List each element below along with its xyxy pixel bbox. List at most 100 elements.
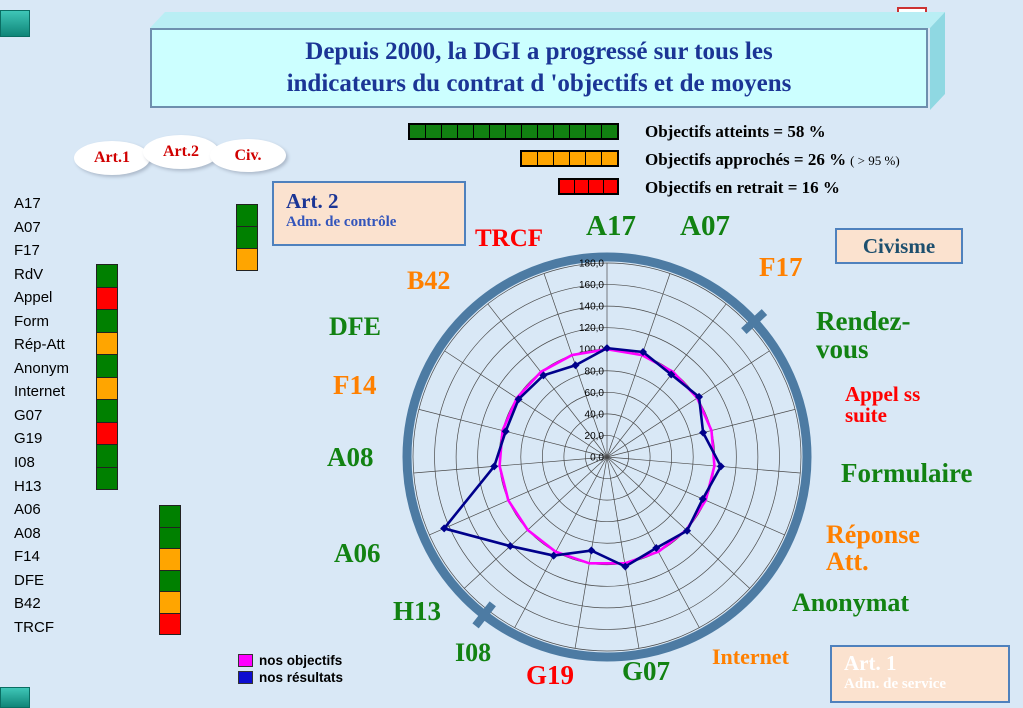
radar-spoke	[606, 273, 671, 458]
status-square-G07	[96, 399, 118, 423]
radar-axis-tick-label: 0,0	[590, 453, 604, 464]
radar-label-G19: G19	[526, 660, 575, 690]
radar-spoke	[464, 456, 608, 589]
oval-art1: Art.1	[74, 141, 150, 175]
indicator-list-item: G19	[14, 430, 43, 448]
radar-label-F14: F14	[333, 370, 377, 400]
title-box-top-face	[150, 12, 945, 28]
radar-outer-ring	[402, 252, 812, 662]
status-square-RdV	[96, 264, 118, 288]
radar-label-A17: A17	[586, 210, 636, 242]
radar-label-A07: A07	[680, 210, 730, 242]
radar-axis-tick-label: 160,0	[579, 280, 604, 291]
radar-spoke	[418, 409, 608, 458]
series-resultats-marker	[699, 428, 708, 437]
radar-spoke	[413, 456, 608, 474]
series-resultats-marker	[695, 392, 704, 401]
legend-bar-segment	[458, 125, 474, 138]
radar-spoke	[514, 456, 608, 628]
radar-label-G07: G07	[622, 656, 671, 686]
indicator-list-item: F14	[14, 548, 40, 566]
legend-bar-segment	[586, 125, 602, 138]
series-resultats-marker	[571, 361, 580, 370]
indicator-list-item: G07	[14, 406, 43, 424]
legend-bar-segment	[586, 152, 602, 165]
series-resultats-marker	[539, 371, 548, 380]
oval-art2: Art.2	[143, 135, 219, 169]
legend-bar-segment	[522, 125, 538, 138]
legend-bar-segment	[554, 125, 570, 138]
legend-bar-segment	[506, 125, 522, 138]
radar-axis-tick-label: 120,0	[579, 323, 604, 334]
status-square-H13	[96, 466, 118, 490]
series-resultats-marker	[667, 370, 676, 379]
radar-axis-tick-label: 140,0	[579, 302, 604, 313]
radar-spoke	[606, 456, 785, 536]
radar-spoke	[429, 456, 608, 536]
indicator-list-item: A07	[14, 218, 41, 236]
corner-bar-bottom-left	[0, 687, 30, 708]
oval-art2-label: Art.2	[163, 143, 199, 160]
legend-label-retrait: Objectifs en retrait = 16 %	[645, 178, 840, 198]
indicator-list-item: Anonym	[14, 359, 70, 377]
indicator-list-item: I08	[14, 454, 35, 472]
series-resultats-line	[442, 346, 723, 568]
legend-label-retrait-text: Objectifs en retrait = 16 %	[645, 178, 840, 197]
radar-spoke	[606, 456, 801, 474]
legend-bar-segment	[589, 180, 604, 193]
status-strip	[96, 264, 118, 490]
indicator-list-item: B42	[14, 595, 41, 613]
radar-chart: 180,0 160,0 140,0 120,0 100,0 80,0 60,0 40,0 20,…	[402, 252, 812, 662]
series-resultats-marker	[716, 462, 725, 471]
slide-title-line2: indicateurs du contrat d 'objectifs et d…	[286, 70, 792, 97]
status-square-DFE	[159, 569, 181, 592]
legend-label-approches-text: Objectifs approchés = 26 %	[645, 150, 847, 169]
status-square-TRCF	[159, 612, 181, 635]
legend-label-approches: Objectifs approchés = 26 %( > 95 %)	[645, 150, 900, 170]
radar-label-Form: Formulaire	[841, 458, 973, 488]
legend-row-objectifs: nos objectifs	[238, 652, 343, 669]
radar-axis-tick-label: 60,0	[585, 388, 605, 399]
legend-label-atteints-text: Objectifs atteints = 58 %	[645, 122, 826, 141]
legend-bar-approches	[520, 150, 619, 167]
legend-bar-retrait	[558, 178, 619, 195]
indicator-list-item: A06	[14, 501, 41, 519]
radar-axis-tick-label: 40,0	[585, 409, 605, 420]
legend-bar-segment	[575, 180, 589, 193]
status-square-F17	[236, 248, 258, 271]
indicator-list-item: Internet	[14, 383, 65, 401]
series-resultats-marker	[683, 526, 692, 535]
radar-label-B42: B42	[407, 266, 451, 295]
art2-box-subtitle: Adm. de contrôle	[286, 214, 397, 231]
legend-label-atteints: Objectifs atteints = 58 %	[645, 122, 826, 142]
objectifs-legend-label: nos objectifs	[259, 653, 343, 668]
status-strip	[159, 505, 181, 635]
resultats-swatch	[238, 671, 253, 684]
radar-axis-tick-label: 80,0	[585, 366, 605, 377]
status-square-Anonym	[96, 354, 118, 378]
radar-label-F17: F17	[759, 252, 803, 282]
series-resultats-marker	[587, 546, 596, 555]
radar-axis-tick-label: 20,0	[585, 431, 605, 442]
legend-row-resultats: nos résultats	[238, 669, 343, 686]
status-square-Rép-Att	[96, 331, 118, 355]
legend-bar-segment	[570, 125, 586, 138]
indicator-list-item: TRCF	[14, 618, 54, 636]
series-resultats-marker	[440, 524, 449, 533]
indicator-list-item: Form	[14, 312, 49, 330]
legend-bar-segment	[538, 152, 554, 165]
status-strip	[236, 204, 258, 271]
indicator-list-item: F17	[14, 242, 40, 260]
legend-bar-segment	[604, 180, 618, 193]
legend-bar-segment	[538, 125, 554, 138]
legend-label-approches-suffix: ( > 95 %)	[850, 153, 900, 168]
legend-bar-segment	[522, 152, 538, 165]
objectifs-swatch	[238, 654, 253, 667]
series-resultats-marker	[506, 542, 515, 551]
radar-label-H13: H13	[393, 596, 442, 626]
series-resultats-marker	[698, 494, 707, 503]
radar-spoke	[487, 303, 608, 458]
status-square-A08	[159, 526, 181, 549]
radar-axis-tick-label: 100,0	[579, 345, 604, 356]
indicator-list-item: H13	[14, 477, 42, 495]
